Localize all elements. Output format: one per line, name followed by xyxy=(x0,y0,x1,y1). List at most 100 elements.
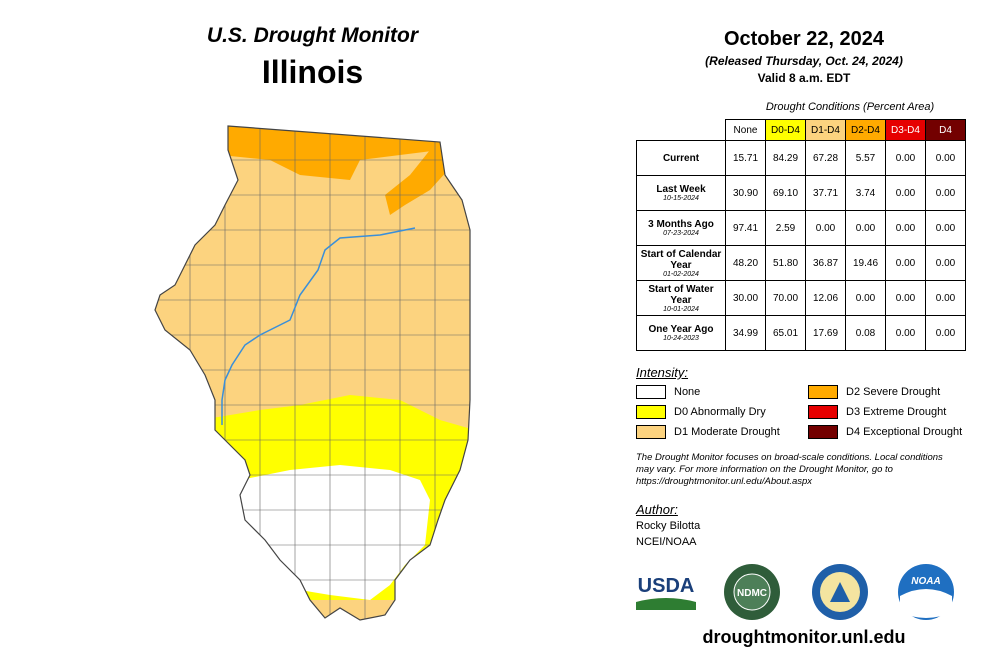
cell-value: 0.00 xyxy=(925,210,966,246)
map xyxy=(154,125,471,621)
row-label: Start of Water Year xyxy=(648,283,714,306)
cell-value: 12.06 xyxy=(805,280,846,316)
d2-area xyxy=(385,145,448,215)
column-header: D3-D4 xyxy=(885,119,926,141)
cell-value: 0.00 xyxy=(885,245,926,281)
cell-value: 0.00 xyxy=(845,280,886,316)
cell-value: 30.00 xyxy=(725,280,766,316)
cell-value: 65.01 xyxy=(765,315,806,351)
cell-value: 0.00 xyxy=(885,140,926,176)
legend-item: D3 Extreme Drought xyxy=(808,405,946,419)
cell-value: 0.08 xyxy=(845,315,886,351)
usda-swoosh xyxy=(636,598,696,610)
row-label-cell: Start of Calendar Year 01-02-2024 xyxy=(636,245,726,281)
legend-label: D3 Extreme Drought xyxy=(846,406,947,418)
cell-value: 30.90 xyxy=(725,175,766,211)
cell-value: 0.00 xyxy=(845,210,886,246)
cell-value: 67.28 xyxy=(805,140,846,176)
corner xyxy=(637,120,726,141)
row-label: 3 Months Ago xyxy=(648,219,714,230)
row-label-cell: Start of Water Year 10-01-2024 xyxy=(636,280,726,316)
legend-title: Intensity: xyxy=(636,365,689,380)
website-url: droughtmonitor.unl.edu xyxy=(702,627,906,647)
row-label-cell: Last Week 10-15-2024 xyxy=(636,175,726,211)
legend-label: D4 Exceptional Drought xyxy=(846,426,963,438)
data-row: One Year Ago 10-24-2023 34.99 65.01 17.69 0.0… xyxy=(636,315,966,351)
drought-areas xyxy=(155,126,470,620)
doc-eagle xyxy=(830,582,850,602)
legend-item: None xyxy=(636,385,700,399)
column-header: D0-D4 xyxy=(765,119,806,141)
column-header: None xyxy=(725,119,766,141)
legend-label: D1 Moderate Drought xyxy=(674,426,780,438)
row-label: One Year Ago xyxy=(648,324,714,335)
legend-item: D0 Abnormally Dry xyxy=(636,405,766,419)
cell-value: 0.00 xyxy=(925,245,966,281)
cell-value: 0.00 xyxy=(925,280,966,316)
cell-value: 36.87 xyxy=(805,245,846,281)
data-row: Start of Calendar Year 01-02-2024 48.20 51.… xyxy=(636,245,966,281)
row-label: Start of Calendar Year xyxy=(640,248,722,271)
noaa-wave xyxy=(900,589,952,618)
cell-value: 0.00 xyxy=(885,210,926,246)
legend-swatch xyxy=(808,405,838,419)
none-area xyxy=(235,465,430,600)
data-row: Current 15.71 84.29 67.28 5.57 0.00 0.00 xyxy=(636,140,966,176)
cell-value: 2.59 xyxy=(765,210,806,246)
row-label-cell: 3 Months Ago 07-23-2024 xyxy=(636,210,726,246)
cell-value: 37.71 xyxy=(805,175,846,211)
data-row: Start of Water Year 10-01-2024 30.00 70.00 1… xyxy=(636,280,966,316)
title: U.S. Drought Monitor xyxy=(206,24,419,47)
row-date: 10-15-2024 xyxy=(663,195,699,202)
author-heading: Author: xyxy=(636,502,678,517)
cell-value: 51.80 xyxy=(765,245,806,281)
row-label-cell: One Year Ago 10-24-2023 xyxy=(636,315,726,351)
cell-value: 34.99 xyxy=(725,315,766,351)
cell-value: 0.00 xyxy=(925,175,966,211)
legend-item: D1 Moderate Drought xyxy=(636,425,780,439)
cell-value: 3.74 xyxy=(845,175,886,211)
cell-value: 0.00 xyxy=(925,140,966,176)
cell-value: 69.10 xyxy=(765,175,806,211)
cell-value: 70.00 xyxy=(765,280,806,316)
legend-item: D2 Severe Drought xyxy=(808,385,940,399)
legend-swatch xyxy=(636,405,666,419)
column-header: D2-D4 xyxy=(845,119,886,141)
cell-value: 97.41 xyxy=(725,210,766,246)
author-name: Rocky Bilotta xyxy=(636,520,701,532)
ndmc-seal-inner xyxy=(733,573,771,611)
note: The Drought Monitor focuses on broad-sca… xyxy=(636,452,943,487)
river xyxy=(221,227,416,425)
legend-item: D4 Exceptional Drought xyxy=(808,425,962,439)
map-date: October 22, 2024 xyxy=(723,28,885,50)
cell-value: 84.29 xyxy=(765,140,806,176)
cell-value: 0.00 xyxy=(885,280,926,316)
state-name: Illinois xyxy=(261,54,364,90)
cell-value: 0.00 xyxy=(925,315,966,351)
conditions-table: None D0-D4 D1-D4 D2-D4 D3-D4 D4 Current 15.71 84… xyxy=(636,119,966,351)
legend-swatch xyxy=(636,425,666,439)
legend-label: D2 Severe Drought xyxy=(846,386,941,398)
row-label: Current xyxy=(662,152,700,164)
cell-value: 19.46 xyxy=(845,245,886,281)
row-label: Last Week xyxy=(656,184,706,195)
author-org: NCEI/NOAA xyxy=(636,536,697,548)
row-date: 07-23-2024 xyxy=(663,230,699,237)
cell-value: 17.69 xyxy=(805,315,846,351)
noaa-logo: NOAA xyxy=(911,576,940,587)
table-caption: Drought Conditions (Percent Area) xyxy=(765,101,935,113)
cell-value: 0.00 xyxy=(885,315,926,351)
legend-swatch xyxy=(808,425,838,439)
release-date: (Released Thursday, Oct. 24, 2024) xyxy=(705,54,903,68)
legend-swatch xyxy=(636,385,666,399)
column-header: D1-D4 xyxy=(805,119,846,141)
cell-value: 5.57 xyxy=(845,140,886,176)
column-header: D4 xyxy=(925,119,966,141)
legend-label: D0 Abnormally Dry xyxy=(674,406,766,418)
data-row: Last Week 10-15-2024 30.90 69.10 37.71 3.74 0.… xyxy=(636,175,966,211)
usda-logo: USDA xyxy=(638,575,695,597)
legend-swatch xyxy=(808,385,838,399)
row-label-cell: Current xyxy=(636,140,726,176)
cell-value: 48.20 xyxy=(725,245,766,281)
